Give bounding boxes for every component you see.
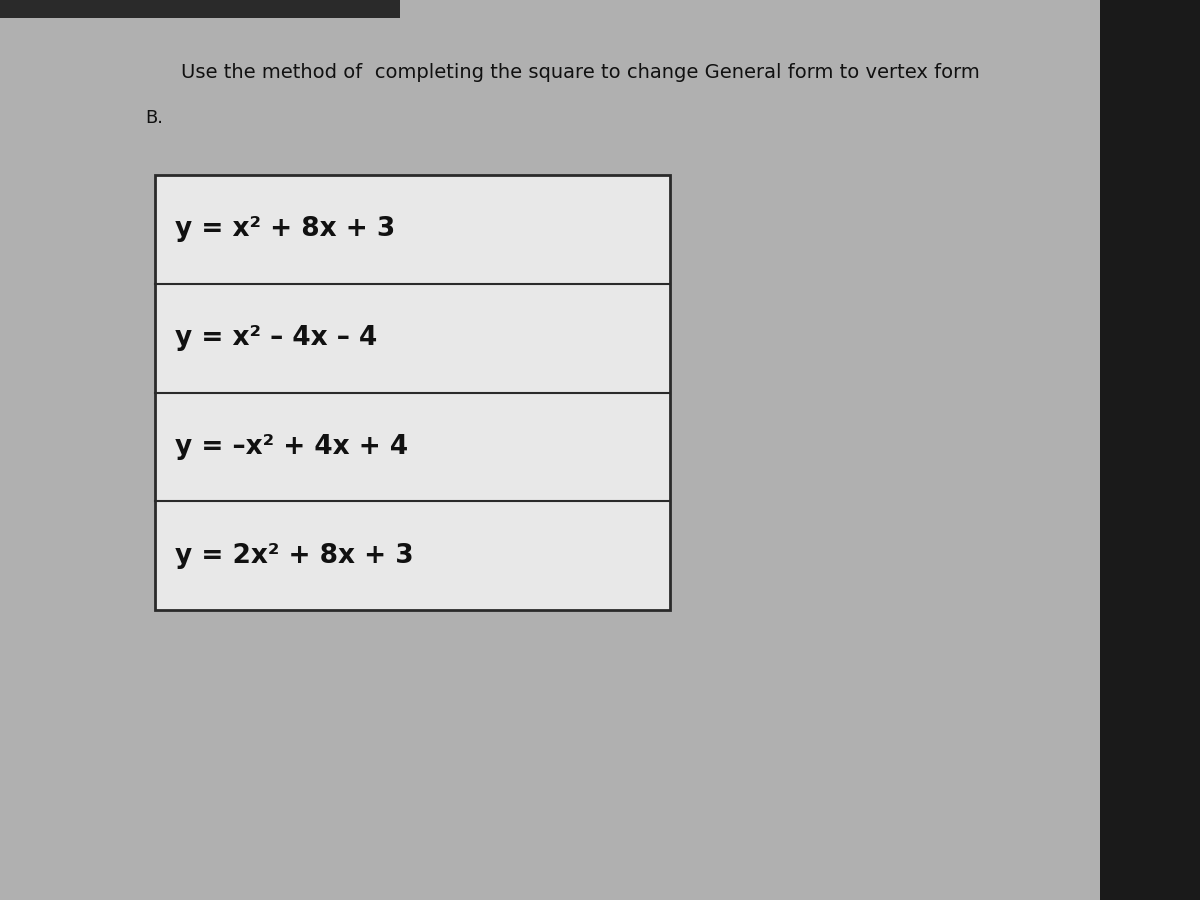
Bar	[155, 175, 670, 284]
Bar	[155, 392, 670, 501]
Text: Use the method of  completing the square to change General form to vertex form: Use the method of completing the square …	[181, 62, 979, 82]
Bar	[155, 501, 670, 610]
Text: y = x² + 8x + 3: y = x² + 8x + 3	[175, 216, 395, 242]
Bar	[155, 284, 670, 392]
Bar	[0, 0, 400, 18]
Text: B.: B.	[145, 109, 163, 127]
Bar	[1100, 0, 1200, 900]
Text: y = x² – 4x – 4: y = x² – 4x – 4	[175, 325, 377, 351]
Bar	[155, 175, 670, 610]
Text: y = 2x² + 8x + 3: y = 2x² + 8x + 3	[175, 543, 414, 569]
Text: y = –x² + 4x + 4: y = –x² + 4x + 4	[175, 434, 408, 460]
